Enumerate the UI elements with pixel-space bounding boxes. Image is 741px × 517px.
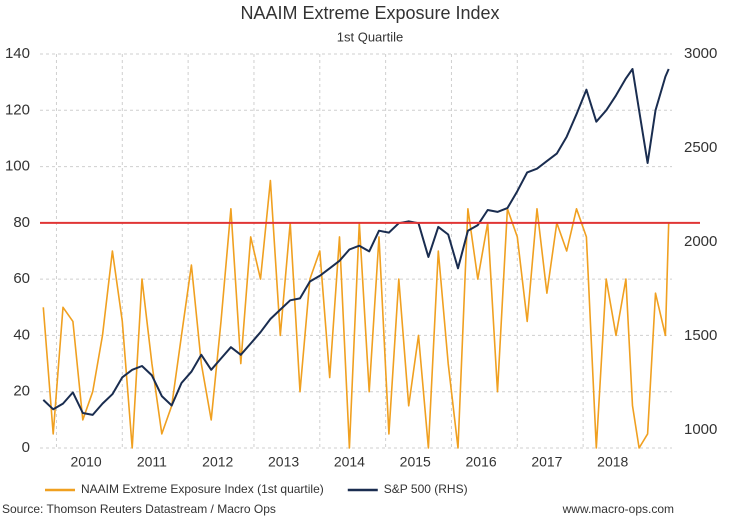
legend-label: NAAIM Extreme Exposure Index (1st quarti…: [81, 482, 324, 496]
x-tick-label: 2014: [334, 454, 365, 470]
x-tick-label: 2012: [202, 454, 233, 470]
chart-subtitle: 1st Quartile: [337, 29, 403, 44]
x-tick-label: 2013: [268, 454, 299, 470]
y-tick-label: 100: [5, 158, 30, 175]
x-tick-label: 2010: [71, 454, 102, 470]
x-tick-label: 2016: [466, 454, 497, 470]
y-tick-label: 20: [13, 383, 30, 400]
y2-tick-label: 2000: [684, 233, 717, 250]
legend-label: S&P 500 (RHS): [384, 482, 468, 496]
series-line: [42, 68, 670, 416]
y-tick-label: 40: [13, 326, 30, 343]
y2-tick-label: 2500: [684, 139, 717, 156]
y2-tick-label: 1000: [684, 421, 717, 438]
watermark: www.macro-ops.com: [562, 502, 674, 516]
chart-title: NAAIM Extreme Exposure Index: [240, 3, 499, 23]
y2-tick-label: 1500: [684, 327, 717, 344]
y2-tick-label: 3000: [684, 45, 717, 62]
x-tick-label: 2011: [137, 454, 167, 470]
y-tick-label: 140: [5, 45, 30, 62]
series-line: [42, 179, 670, 449]
source: Source: Thomson Reuters Datastream / Mac…: [2, 502, 276, 516]
y-tick-label: 120: [5, 101, 30, 118]
y-tick-label: 0: [22, 439, 30, 456]
x-tick-label: 2015: [400, 454, 431, 470]
x-tick-label: 2018: [597, 454, 628, 470]
y-tick-label: 60: [13, 270, 30, 287]
y-tick-label: 80: [13, 214, 30, 231]
x-tick-label: 2017: [531, 454, 562, 470]
